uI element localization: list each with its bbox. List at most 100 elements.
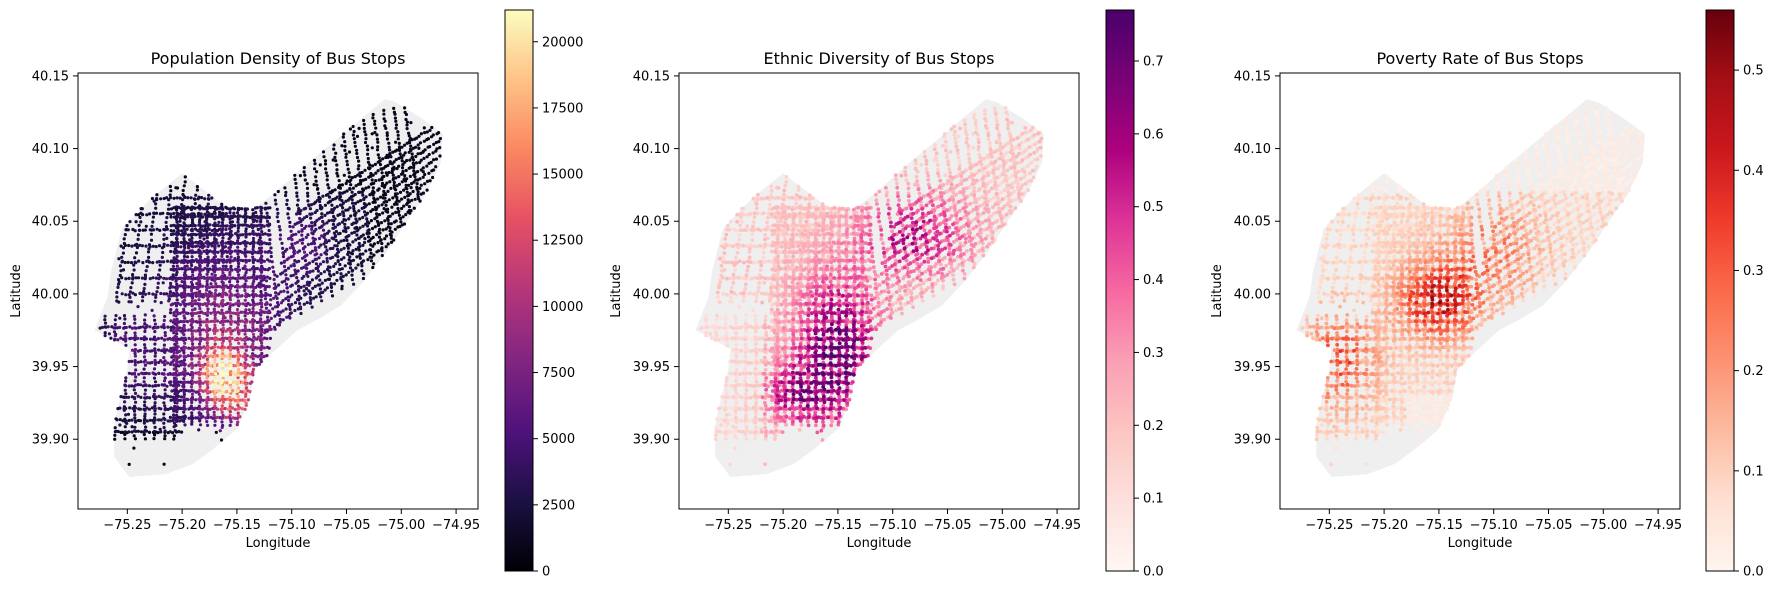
bus-stop-point — [209, 282, 213, 286]
bus-stop-point — [212, 232, 216, 236]
bus-stop-point — [173, 429, 177, 433]
bus-stop-point — [739, 348, 744, 353]
bus-stop-point — [227, 389, 232, 393]
bus-stop-point — [179, 260, 183, 264]
bus-stop-point — [152, 389, 157, 393]
bus-stop-point — [218, 429, 222, 433]
bus-stop-point — [354, 238, 358, 242]
bus-stop-point — [193, 214, 197, 219]
bus-stop-point — [314, 227, 318, 231]
bus-stop-point — [213, 363, 217, 368]
bus-stop-point — [375, 233, 379, 237]
bus-stop-point — [265, 337, 269, 341]
bus-stop-point — [360, 206, 364, 210]
bus-stop-point — [384, 171, 388, 175]
bus-stop-point — [754, 322, 759, 326]
bus-stop-point — [744, 313, 749, 317]
bus-stop-point — [147, 407, 151, 411]
bus-stop-point — [407, 205, 411, 209]
bus-stop-point — [776, 186, 781, 190]
bus-stop-point — [739, 220, 744, 224]
bus-stop-point — [337, 267, 341, 271]
bus-stop-point — [354, 184, 358, 188]
bus-stop-point — [205, 294, 209, 298]
bus-stop-point — [331, 246, 335, 250]
bus-stop-point — [302, 265, 306, 269]
bus-stop-point — [407, 200, 411, 204]
bus-stop-point — [213, 419, 217, 423]
bus-stop-point — [417, 134, 421, 138]
bus-stop-point — [724, 429, 729, 434]
bus-stop-point — [186, 205, 190, 209]
bus-stop-point — [335, 247, 340, 251]
bus-stop-point — [407, 131, 411, 135]
bus-stop-point — [162, 421, 166, 425]
bus-stop-point — [154, 326, 158, 330]
bus-stop-point — [418, 141, 423, 145]
bus-stop-point — [255, 219, 259, 223]
bus-stop-point — [364, 133, 368, 137]
bus-stop-point — [419, 168, 423, 172]
bus-stop-point — [186, 196, 190, 200]
bus-stop-point — [340, 267, 344, 271]
bus-stop-point — [201, 328, 205, 332]
bus-stop-point — [190, 400, 194, 405]
bus-stop-point — [369, 219, 373, 223]
bus-stop-point — [202, 311, 206, 315]
bus-stop-point — [166, 243, 170, 247]
bus-stop-point — [423, 131, 427, 135]
bus-stop-point — [265, 275, 269, 279]
bus-stop-point — [953, 129, 957, 134]
bus-stop-point — [135, 245, 139, 250]
bus-stop-point — [220, 232, 224, 236]
bus-stop-point — [396, 133, 400, 137]
bus-stop-point — [206, 345, 210, 349]
bus-stop-point — [220, 407, 224, 411]
bus-stop-point — [717, 429, 722, 434]
bus-stop-point — [279, 290, 283, 294]
bus-stop-point — [123, 432, 127, 437]
bus-stop-point — [403, 151, 407, 155]
bus-stop-point — [205, 410, 210, 414]
bus-stop-point — [155, 193, 159, 197]
bus-stop-point — [376, 169, 380, 173]
bus-stop-point — [194, 354, 198, 358]
bus-stop-point — [319, 243, 323, 247]
bus-stop-point — [133, 429, 137, 433]
bus-stop-point — [216, 250, 220, 254]
bus-stop-point — [210, 294, 214, 298]
bus-stop-point — [363, 168, 367, 172]
bus-stop-point — [380, 177, 384, 182]
bus-stop-point — [1010, 120, 1014, 125]
bus-stop-point — [190, 308, 194, 312]
bus-stop-point — [121, 268, 126, 272]
bus-stop-point — [991, 196, 996, 200]
bus-stop-point — [357, 241, 361, 246]
bus-stop-point — [154, 338, 158, 342]
bus-stop-point — [172, 434, 176, 438]
bus-stop-point — [284, 273, 288, 277]
bus-stop-point — [750, 232, 755, 237]
bus-stop-point — [191, 354, 195, 358]
bus-stop-point — [163, 363, 167, 367]
bus-stop-point — [148, 325, 152, 329]
bus-stop-point — [182, 326, 186, 330]
bus-stop-point — [236, 373, 240, 377]
bus-stop-point — [221, 291, 225, 295]
bus-stop-point — [914, 161, 918, 166]
bus-stop-point — [356, 263, 360, 267]
bus-stop-point — [143, 275, 148, 279]
bus-stop-point — [298, 301, 302, 306]
bus-stop-point — [309, 242, 314, 246]
bus-stop-point — [279, 310, 283, 314]
bus-stop-point — [308, 207, 312, 211]
bus-stop-point — [252, 286, 256, 290]
bus-stop-point — [176, 345, 180, 349]
bus-stop-point — [189, 398, 193, 402]
bus-stop-point — [205, 232, 209, 236]
bus-stop-point — [217, 244, 221, 248]
bus-stop-point — [717, 300, 722, 304]
bus-stop-point — [262, 224, 266, 228]
bus-stop-point — [182, 291, 186, 295]
bus-stop-point — [331, 222, 335, 226]
